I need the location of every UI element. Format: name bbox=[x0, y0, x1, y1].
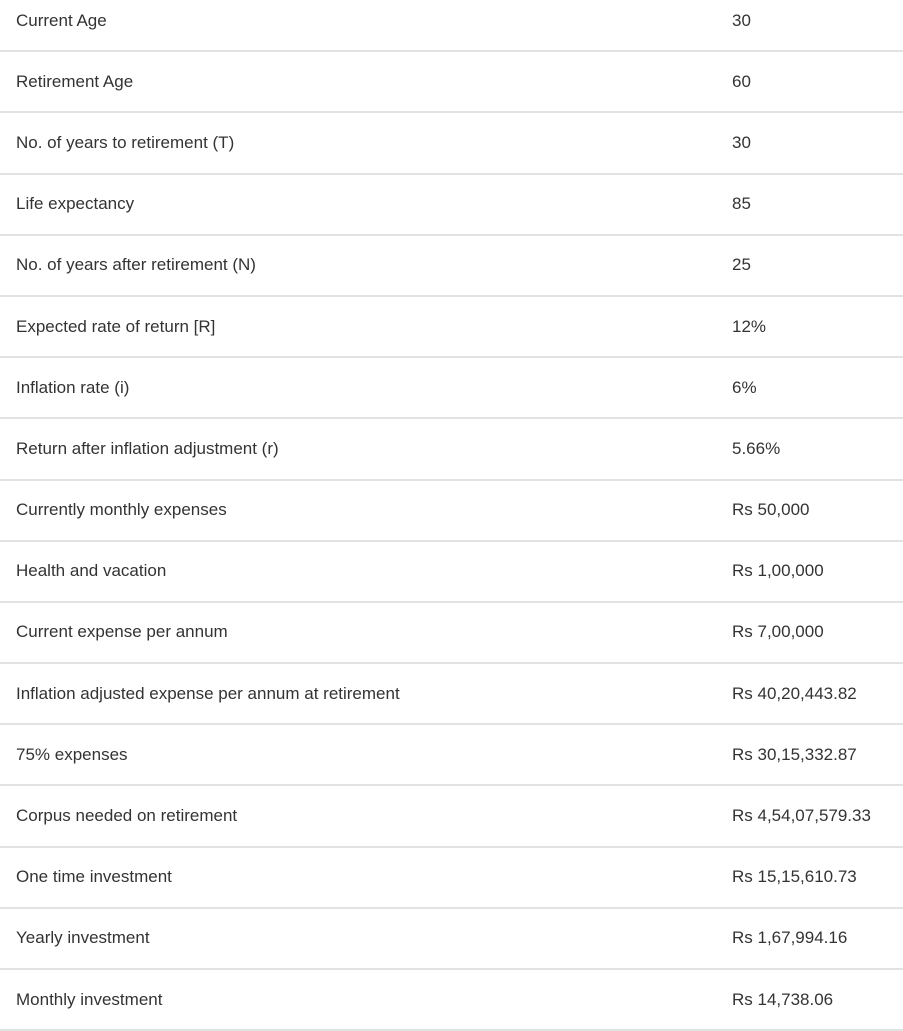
table-row: Currently monthly expenses Rs 50,000 bbox=[0, 479, 903, 542]
row-label: One time investment bbox=[0, 846, 732, 909]
row-label: No. of years to retirement (T) bbox=[0, 112, 732, 175]
row-value: Rs 15,15,610.73 bbox=[732, 846, 903, 909]
row-label: Life expectancy bbox=[0, 173, 732, 236]
row-label: Inflation adjusted expense per annum at … bbox=[0, 663, 732, 726]
row-value: 12% bbox=[732, 295, 903, 359]
row-label: No. of years after retirement (N) bbox=[0, 234, 732, 297]
table-row: Current Age 30 bbox=[0, 0, 903, 53]
table-row: No. of years after retirement (N) 25 bbox=[0, 234, 903, 297]
row-value: Rs 1,00,000 bbox=[732, 540, 903, 603]
row-value: Rs 7,00,000 bbox=[732, 601, 903, 665]
table-row: Inflation rate (i) 6% bbox=[0, 357, 903, 420]
row-value: 60 bbox=[732, 51, 903, 114]
row-value: 85 bbox=[732, 173, 903, 236]
table-row: Yearly investment Rs 1,67,994.16 bbox=[0, 907, 903, 971]
table-row: Retirement Age 60 bbox=[0, 51, 903, 114]
row-value: 5.66% bbox=[732, 418, 903, 481]
row-label: Monthly investment bbox=[0, 969, 732, 1031]
row-value: Rs 4,54,07,579.33 bbox=[732, 785, 903, 848]
table-row: Corpus needed on retirement Rs 4,54,07,57… bbox=[0, 785, 903, 848]
table-row: Health and vacation Rs 1,00,000 bbox=[0, 540, 903, 603]
row-label: Current Age bbox=[0, 0, 732, 53]
table-row: Expected rate of return [R] 12% bbox=[0, 295, 903, 359]
row-label: Return after inflation adjustment (r) bbox=[0, 418, 732, 481]
row-label: Inflation rate (i) bbox=[0, 357, 732, 420]
row-value: 25 bbox=[732, 234, 903, 297]
row-label: 75% expenses bbox=[0, 724, 732, 787]
table-row: Inflation adjusted expense per annum at … bbox=[0, 663, 903, 726]
row-label: Health and vacation bbox=[0, 540, 732, 603]
table-row: Current expense per annum Rs 7,00,000 bbox=[0, 601, 903, 665]
row-value: Rs 40,20,443.82 bbox=[732, 663, 903, 726]
table-row: 75% expenses Rs 30,15,332.87 bbox=[0, 724, 903, 787]
row-value: Rs 1,67,994.16 bbox=[732, 907, 903, 971]
row-label: Expected rate of return [R] bbox=[0, 295, 732, 359]
row-label: Yearly investment bbox=[0, 907, 732, 971]
row-value: 6% bbox=[732, 357, 903, 420]
table-row: Life expectancy 85 bbox=[0, 173, 903, 236]
row-value: 30 bbox=[732, 112, 903, 175]
row-label: Corpus needed on retirement bbox=[0, 785, 732, 848]
table-row: Monthly investment Rs 14,738.06 bbox=[0, 969, 903, 1031]
row-value: Rs 14,738.06 bbox=[732, 969, 903, 1031]
row-label: Currently monthly expenses bbox=[0, 479, 732, 542]
table-row: One time investment Rs 15,15,610.73 bbox=[0, 846, 903, 909]
row-value: Rs 30,15,332.87 bbox=[732, 724, 903, 787]
row-label: Retirement Age bbox=[0, 51, 732, 114]
row-value: 30 bbox=[732, 0, 903, 53]
row-label: Current expense per annum bbox=[0, 601, 732, 665]
row-value: Rs 50,000 bbox=[732, 479, 903, 542]
table-row: Return after inflation adjustment (r) 5.6… bbox=[0, 418, 903, 481]
table-row: No. of years to retirement (T) 30 bbox=[0, 112, 903, 175]
